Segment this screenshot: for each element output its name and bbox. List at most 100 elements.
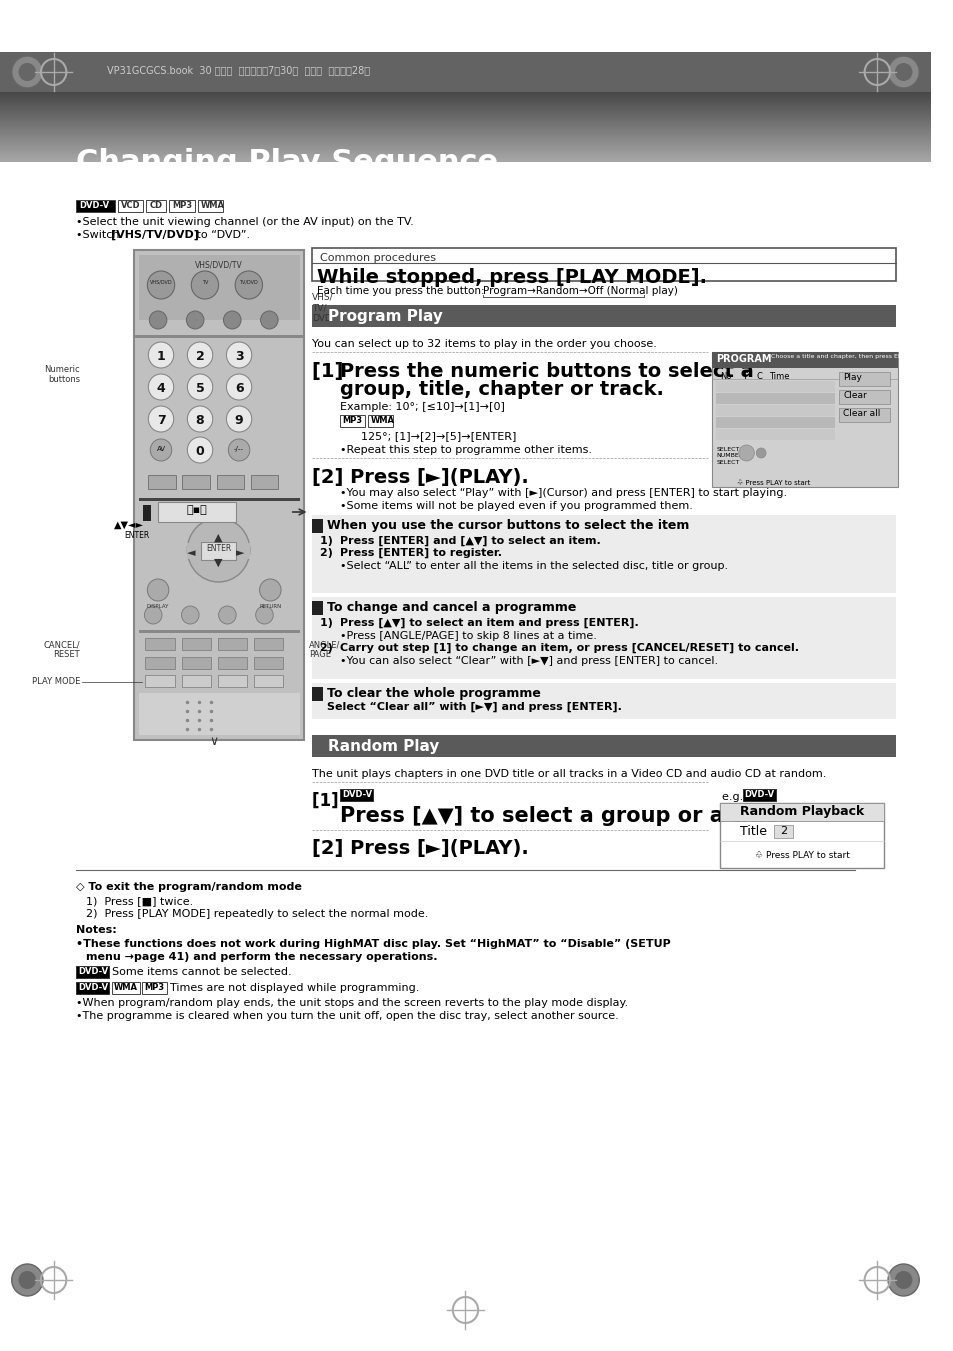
Text: SELECT
NUMBER: SELECT NUMBER	[716, 447, 742, 458]
Text: VHS/
TV/
DVD: VHS/ TV/ DVD	[312, 293, 334, 323]
Text: [VHS/TV/DVD]: [VHS/TV/DVD]	[112, 230, 199, 240]
Text: VHS/DVD: VHS/DVD	[150, 280, 172, 285]
Circle shape	[187, 342, 213, 367]
Text: ▲: ▲	[214, 534, 223, 543]
Text: CD: CD	[150, 201, 162, 211]
Circle shape	[894, 1271, 911, 1289]
Text: When you use the cursor buttons to select the item: When you use the cursor buttons to selec…	[327, 519, 689, 532]
Bar	[145, 657, 174, 669]
Text: CANCEL/
RESET: CANCEL/ RESET	[43, 640, 80, 659]
Circle shape	[259, 580, 281, 601]
Circle shape	[223, 311, 241, 330]
Text: VCD: VCD	[120, 201, 140, 211]
Text: 1)  Press [■] twice.: 1) Press [■] twice.	[86, 896, 193, 907]
Text: 9: 9	[234, 413, 243, 427]
Bar	[181, 676, 211, 688]
Text: DVD-V: DVD-V	[342, 790, 373, 798]
Text: DVD-V: DVD-V	[743, 790, 774, 798]
Bar	[148, 476, 175, 489]
Text: Press the numeric buttons to select a: Press the numeric buttons to select a	[339, 362, 753, 381]
Text: Common procedures: Common procedures	[320, 253, 436, 263]
Text: 8: 8	[195, 413, 204, 427]
Bar	[217, 676, 247, 688]
Text: Program→Random→Off (Normal play): Program→Random→Off (Normal play)	[482, 286, 678, 296]
Text: Numeric
buttons: Numeric buttons	[45, 365, 80, 385]
Bar	[145, 638, 174, 650]
Bar	[839, 372, 889, 386]
Bar	[339, 415, 365, 427]
Bar	[339, 789, 373, 801]
Bar	[145, 676, 174, 688]
Text: MP3: MP3	[144, 984, 164, 992]
Bar	[76, 200, 114, 212]
Text: TV/DVD: TV/DVD	[239, 280, 258, 285]
Text: •The programme is cleared when you turn the unit off, open the disc tray, select: •The programme is cleared when you turn …	[76, 1011, 618, 1021]
Text: DVD-V: DVD-V	[78, 967, 108, 975]
Bar	[76, 982, 110, 994]
Bar	[181, 638, 211, 650]
Bar	[312, 688, 323, 701]
Circle shape	[887, 55, 919, 88]
Text: DISPLAY: DISPLAY	[147, 604, 169, 609]
Text: e.g.: e.g.	[721, 792, 746, 802]
Circle shape	[18, 63, 36, 81]
Circle shape	[260, 311, 278, 330]
Text: •Select the unit viewing channel (or the AV input) on the TV.: •Select the unit viewing channel (or the…	[76, 218, 414, 227]
Bar	[312, 515, 895, 593]
Bar	[253, 638, 283, 650]
Bar	[146, 200, 166, 212]
Circle shape	[148, 374, 173, 400]
Circle shape	[151, 439, 172, 461]
Text: ∨: ∨	[209, 735, 218, 748]
Text: •You can also select “Clear” with [►▼] and press [ENTER] to cancel.: •You can also select “Clear” with [►▼] a…	[339, 657, 717, 666]
Bar	[143, 505, 152, 521]
Text: ◇ To exit the program/random mode: ◇ To exit the program/random mode	[76, 882, 302, 892]
Text: MP3: MP3	[342, 416, 362, 426]
Text: •You may also select “Play” with [►](Cursor) and press [ENTER] to start playing.: •You may also select “Play” with [►](Cur…	[339, 488, 786, 499]
Text: PROGRAM: PROGRAM	[716, 354, 771, 363]
Text: Time: Time	[768, 372, 789, 381]
Bar	[716, 405, 835, 416]
Bar	[182, 476, 210, 489]
Text: 3: 3	[234, 350, 243, 363]
Circle shape	[144, 607, 162, 624]
Text: SELECT: SELECT	[716, 459, 739, 465]
Bar	[253, 676, 283, 688]
Text: •Press [ANGLE/PAGE] to skip 8 lines at a time.: •Press [ANGLE/PAGE] to skip 8 lines at a…	[339, 631, 596, 640]
Bar	[138, 499, 299, 501]
Text: ◄: ◄	[187, 549, 195, 558]
Text: 2: 2	[195, 350, 204, 363]
Bar	[720, 802, 883, 867]
Bar	[133, 335, 304, 338]
Text: MP3: MP3	[172, 201, 192, 211]
Bar	[716, 430, 835, 440]
Text: 0: 0	[195, 444, 204, 458]
Circle shape	[18, 1271, 36, 1289]
Text: Some items cannot be selected.: Some items cannot be selected.	[112, 967, 292, 977]
Text: •Repeat this step to programme other items.: •Repeat this step to programme other ite…	[339, 444, 591, 455]
Text: No: No	[720, 372, 731, 381]
Text: ▲▼◄►: ▲▼◄►	[114, 520, 144, 530]
Text: C: C	[756, 372, 761, 381]
Bar	[312, 305, 895, 327]
Bar	[187, 543, 250, 559]
Circle shape	[228, 439, 250, 461]
Bar	[142, 982, 167, 994]
Bar	[741, 789, 775, 801]
Text: PLAY MODE: PLAY MODE	[31, 677, 80, 686]
Circle shape	[894, 63, 911, 81]
Bar	[133, 250, 304, 740]
Text: 2)  Press [PLAY MODE] repeatedly to select the normal mode.: 2) Press [PLAY MODE] repeatedly to selec…	[86, 909, 428, 919]
Text: Changing Play Sequence: Changing Play Sequence	[76, 149, 497, 177]
Bar	[773, 825, 793, 838]
Circle shape	[235, 272, 262, 299]
Bar	[117, 200, 143, 212]
Text: [2] Press [►](PLAY).: [2] Press [►](PLAY).	[312, 839, 529, 858]
Text: To clear the whole programme: To clear the whole programme	[327, 688, 540, 700]
Circle shape	[187, 374, 213, 400]
Bar	[839, 408, 889, 422]
Text: [2] Press [►](PLAY).: [2] Press [►](PLAY).	[312, 467, 529, 486]
Circle shape	[187, 407, 213, 432]
Bar	[312, 735, 895, 757]
Text: Select “Clear all” with [►▼] and press [ENTER].: Select “Clear all” with [►▼] and press […	[327, 703, 621, 712]
